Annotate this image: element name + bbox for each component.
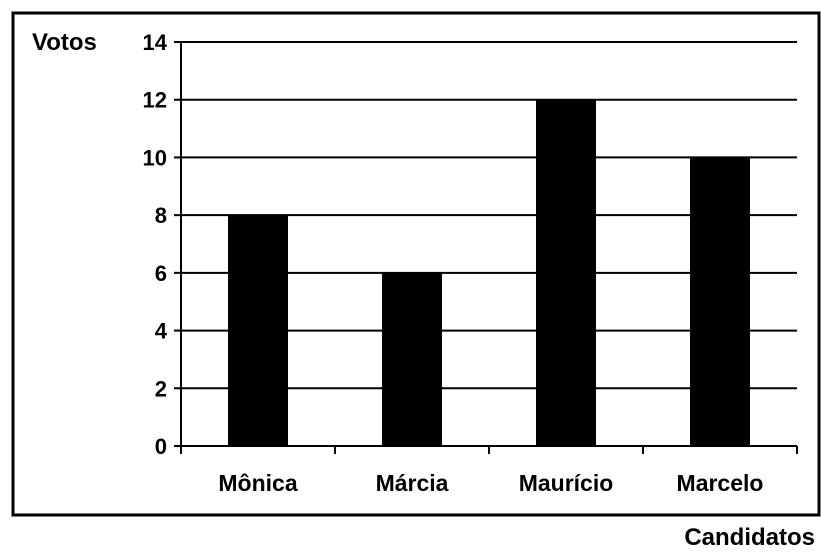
y-tick-label: 8 <box>155 203 167 228</box>
y-tick-label: 10 <box>143 145 167 170</box>
bar-2 <box>536 99 596 446</box>
y-tick-label: 0 <box>155 434 167 459</box>
x-axis-label: Candidatos <box>684 524 815 551</box>
y-tick-labels: 0 2 4 6 8 10 12 14 <box>143 30 168 459</box>
x-tick-label: Marcelo <box>677 470 764 496</box>
x-tick-label: Márcia <box>376 470 449 496</box>
bars <box>228 99 750 446</box>
y-tick-label: 2 <box>155 376 167 401</box>
y-tick-label: 4 <box>155 319 168 344</box>
y-axis-label: Votos <box>32 29 97 56</box>
axes <box>180 42 798 454</box>
bar-3 <box>690 157 750 446</box>
x-tick-labels: Mônica Márcia Maurício Marcelo <box>218 470 763 496</box>
y-tick-label: 6 <box>155 261 167 286</box>
x-tick-label: Maurício <box>519 470 614 496</box>
x-tick-label: Mônica <box>218 470 297 496</box>
y-tick-label: 14 <box>143 30 168 55</box>
y-tick-label: 12 <box>143 88 167 113</box>
bar-1 <box>382 272 442 446</box>
bar-0 <box>228 215 288 446</box>
